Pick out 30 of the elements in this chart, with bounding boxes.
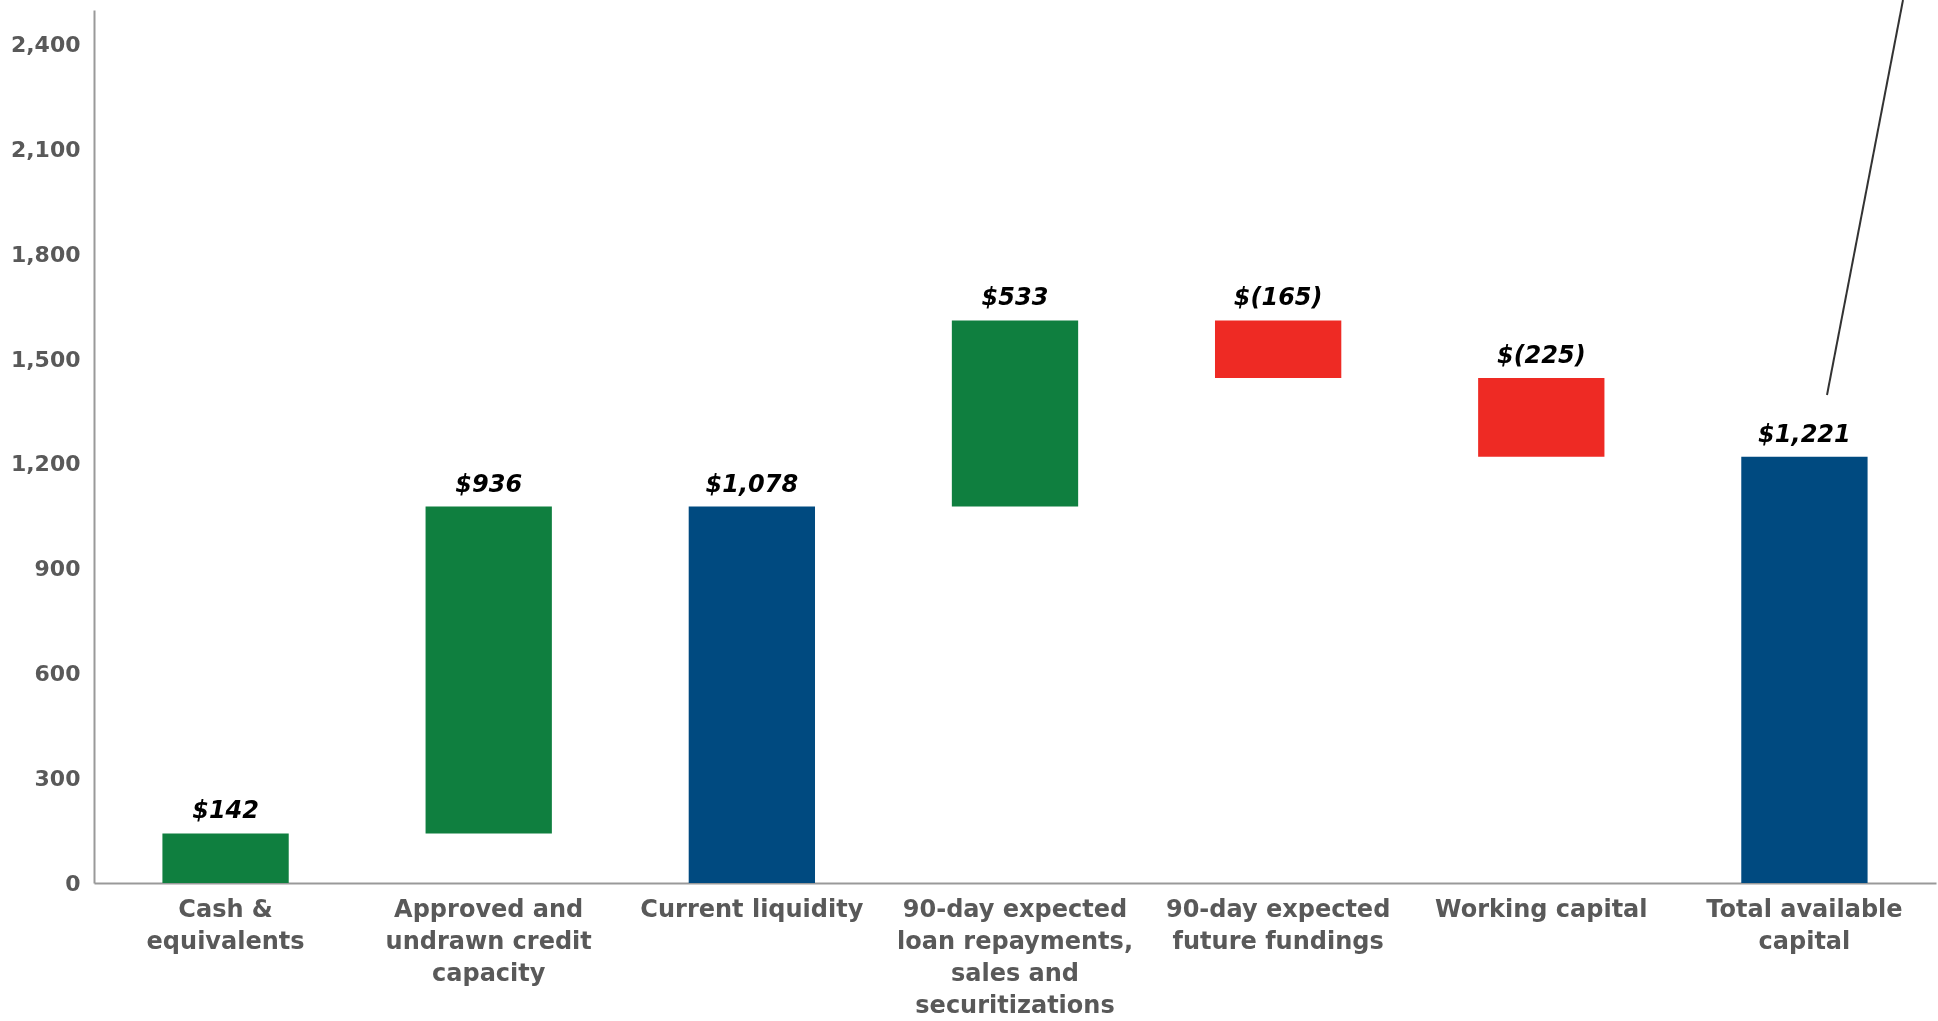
y-tick-label: 2,400 [10,32,81,58]
bar [1214,320,1342,379]
data-label: $1,078 [705,469,799,498]
y-tick-label: 2,100 [10,137,81,163]
data-label: $(225) [1496,341,1586,370]
bar [1478,378,1605,457]
data-label: $533 [981,283,1049,312]
data-label: $(165) [1233,283,1323,312]
x-tick-label: Current liquidity [640,894,864,923]
bar [1741,456,1868,883]
y-tick-label: 1,200 [10,451,81,477]
y-tick-label: 0 [65,870,81,896]
bar [688,506,816,883]
data-label: $142 [192,796,259,825]
y-tick-label: 300 [34,765,81,791]
x-tick-label: 90-day expected future fundings [1165,894,1391,955]
x-tick-label: Total available capital [1706,894,1903,955]
y-tick-label: 900 [34,556,81,582]
x-tick-label: Cash & equivalents [146,894,305,955]
y-tick-label: 1,500 [10,346,81,372]
bar [425,506,552,834]
x-tick-label: Working capital [1435,894,1648,923]
y-tick-label: 1,800 [10,241,81,267]
x-tick-label: Approved and undrawn credit capacity [385,894,592,987]
bar [951,320,1079,507]
data-label: $1,221 [1758,419,1851,448]
x-tick-label: 90-day expected loan repayments, sales and securitizations [897,894,1133,1019]
y-tick-label: 600 [34,660,81,686]
data-label: $936 [455,469,523,498]
bar [162,833,289,883]
